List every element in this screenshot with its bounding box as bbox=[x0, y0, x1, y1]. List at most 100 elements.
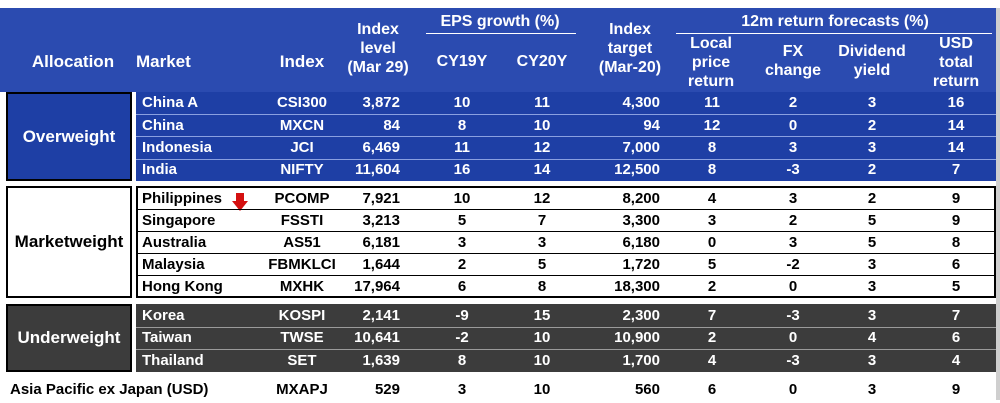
fx-change: -3 bbox=[786, 307, 800, 324]
fx-change: -3 bbox=[786, 161, 800, 178]
local-return: 2 bbox=[707, 278, 717, 295]
index-code: FBMKLCI bbox=[268, 256, 336, 273]
index-target: 94 bbox=[643, 117, 660, 134]
total-row: Asia Pacific ex Japan (USD) MXAPJ 529 3 … bbox=[0, 378, 1000, 401]
local-return: 7 bbox=[707, 307, 717, 324]
table-row: Thailand SET 1,639 8 10 1,700 4 -3 3 4 bbox=[0, 349, 1000, 372]
header-eps-growth: EPS growth (%) bbox=[440, 13, 560, 30]
index-level: 6,181 bbox=[362, 234, 400, 251]
dividend-yield: 2 bbox=[867, 117, 877, 134]
local-return: 2 bbox=[707, 329, 717, 346]
row-divider bbox=[136, 231, 996, 232]
dividend-yield: 3 bbox=[867, 307, 877, 324]
index-level: 3,872 bbox=[362, 94, 400, 111]
index-target: 4,300 bbox=[622, 94, 660, 111]
fx-change: 2 bbox=[788, 94, 798, 111]
row-divider bbox=[136, 114, 996, 115]
eps-cy20: 7 bbox=[537, 212, 547, 229]
fx-change: 3 bbox=[788, 190, 798, 207]
eps-cy20: 10 bbox=[533, 381, 551, 398]
underweight-band bbox=[136, 304, 996, 372]
usd-return: 5 bbox=[951, 278, 961, 295]
index-target: 7,000 bbox=[622, 139, 660, 156]
index-code: KOSPI bbox=[278, 307, 326, 324]
usd-return: 6 bbox=[951, 256, 961, 273]
allocation-overweight: Overweight bbox=[6, 92, 132, 181]
market-name: Malaysia bbox=[142, 256, 205, 273]
dividend-yield: 3 bbox=[867, 381, 877, 398]
eps-cy19: 2 bbox=[457, 256, 467, 273]
table-row: China MXCN 84 8 10 94 12 0 2 14 bbox=[0, 114, 1000, 137]
index-code: AS51 bbox=[283, 234, 321, 251]
market-name: Korea bbox=[142, 307, 185, 324]
eps-cy20: 12 bbox=[533, 190, 551, 207]
eps-cy19: -9 bbox=[455, 307, 469, 324]
fx-change: -2 bbox=[786, 256, 800, 273]
right-shadow bbox=[996, 8, 1000, 400]
index-level: 10,641 bbox=[354, 329, 400, 346]
index-target: 560 bbox=[634, 381, 660, 398]
local-return: 8 bbox=[707, 139, 717, 156]
fx-change: 0 bbox=[788, 278, 798, 295]
row-divider bbox=[136, 159, 996, 160]
table-row: Hong Kong MXHK 17,964 6 8 18,300 2 0 3 5 bbox=[0, 275, 1000, 298]
eps-cy19: 10 bbox=[453, 190, 471, 207]
eps-cy20: 15 bbox=[533, 307, 551, 324]
row-divider bbox=[136, 253, 996, 254]
index-level: 84 bbox=[383, 117, 400, 134]
index-level: 6,469 bbox=[362, 139, 400, 156]
usd-return: 14 bbox=[947, 117, 965, 134]
header-cy19: CY19Y bbox=[436, 53, 488, 70]
header-index-target: Index target (Mar-20) bbox=[598, 21, 662, 76]
index-code: MXHK bbox=[279, 278, 325, 295]
index-target: 1,700 bbox=[622, 352, 660, 369]
index-code: SET bbox=[287, 352, 317, 369]
local-return: 4 bbox=[707, 352, 717, 369]
usd-return: 7 bbox=[951, 307, 961, 324]
dividend-yield: 3 bbox=[867, 139, 877, 156]
table-row: Malaysia FBMKLCI 1,644 2 5 1,720 5 -2 3 … bbox=[0, 253, 1000, 276]
usd-return: 7 bbox=[951, 161, 961, 178]
index-target: 10,900 bbox=[614, 329, 660, 346]
index-target: 2,300 bbox=[622, 307, 660, 324]
fx-change: 0 bbox=[788, 329, 798, 346]
market-name: Hong Kong bbox=[142, 278, 223, 295]
local-return: 11 bbox=[704, 94, 720, 111]
table-row: Australia AS51 6,181 3 3 6,180 0 3 5 8 bbox=[0, 231, 1000, 254]
index-target: 8,200 bbox=[622, 190, 660, 207]
header-index: Index bbox=[279, 52, 325, 71]
usd-return: 9 bbox=[951, 212, 961, 229]
index-target: 12,500 bbox=[614, 161, 660, 178]
market-name: Thailand bbox=[142, 352, 204, 369]
allocation-underweight: Underweight bbox=[6, 304, 132, 372]
index-code: JCI bbox=[290, 139, 314, 156]
dividend-yield: 5 bbox=[867, 234, 877, 251]
total-label: Asia Pacific ex Japan (USD) bbox=[10, 381, 209, 398]
index-target: 18,300 bbox=[614, 278, 660, 295]
header-local-return: Local price return bbox=[687, 35, 735, 90]
allocation-marketweight: Marketweight bbox=[6, 186, 132, 298]
market-name: Singapore bbox=[142, 212, 216, 229]
header-market: Market bbox=[136, 52, 191, 71]
eps-cy20: 3 bbox=[537, 234, 547, 251]
index-level: 17,964 bbox=[354, 278, 400, 295]
index-code: NIFTY bbox=[280, 161, 324, 178]
local-return: 4 bbox=[707, 190, 717, 207]
eps-cy19: 16 bbox=[453, 161, 471, 178]
usd-return: 4 bbox=[951, 352, 961, 369]
market-name: Australia bbox=[142, 234, 207, 251]
index-level: 1,644 bbox=[362, 256, 400, 273]
dividend-yield: 3 bbox=[867, 278, 877, 295]
market-name: Philippines bbox=[142, 190, 223, 207]
fx-change: 0 bbox=[788, 381, 798, 398]
index-target: 6,180 bbox=[622, 234, 660, 251]
usd-return: 6 bbox=[951, 329, 961, 346]
index-level: 11,604 bbox=[354, 161, 400, 178]
header-cy20: CY20Y bbox=[516, 53, 568, 70]
eps-cy19: 3 bbox=[457, 234, 467, 251]
dividend-yield: 3 bbox=[867, 352, 877, 369]
eps-cy19: 10 bbox=[453, 94, 471, 111]
index-target: 3,300 bbox=[622, 212, 660, 229]
table-row: India NIFTY 11,604 16 14 12,500 8 -3 2 7 bbox=[0, 158, 1000, 181]
